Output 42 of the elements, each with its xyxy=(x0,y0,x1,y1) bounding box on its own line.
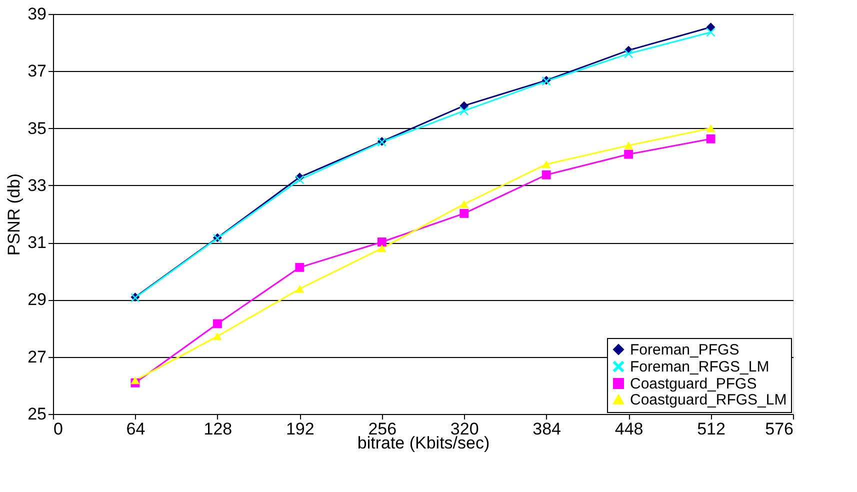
x-tick-label: 0 xyxy=(54,420,63,438)
x-tick-label: 384 xyxy=(532,420,562,438)
point xyxy=(295,284,304,293)
point xyxy=(624,150,634,159)
point xyxy=(542,160,551,168)
y-tick-label: 29 xyxy=(28,290,46,310)
x-tick-label: 128 xyxy=(204,420,232,438)
x-tick-label: 192 xyxy=(286,420,314,438)
legend-label: Foreman_RFGS_LM xyxy=(630,358,770,376)
y-tick-label: 27 xyxy=(28,347,46,366)
point xyxy=(706,22,716,32)
point xyxy=(212,332,222,340)
point xyxy=(706,124,716,132)
point xyxy=(295,262,304,272)
point xyxy=(460,200,469,208)
y-tick-label: 39 xyxy=(28,4,46,24)
x-tick-label: 64 xyxy=(126,420,146,438)
point xyxy=(130,376,140,384)
point xyxy=(460,106,469,116)
point xyxy=(542,170,551,180)
x-axis-title: bitrate (Kbits/sec) xyxy=(357,434,490,452)
legend-label: Coastguard_RFGS_LM xyxy=(630,392,787,408)
y-tick-label: 35 xyxy=(28,118,46,138)
x-tick-label: 576 xyxy=(765,420,794,438)
point xyxy=(624,142,634,150)
legend-label: Coastguard_PFGS xyxy=(630,376,757,392)
legend-label: Foreman_PFGS xyxy=(630,342,740,358)
y-tick-label: 37 xyxy=(28,62,46,81)
y-axis-title: PSNR (db) xyxy=(4,173,24,256)
point xyxy=(295,175,304,184)
point xyxy=(212,319,222,328)
y-tick-label: 33 xyxy=(28,176,46,195)
point xyxy=(377,238,386,246)
point xyxy=(377,244,386,252)
x-tick-label: 512 xyxy=(697,420,726,438)
point xyxy=(706,134,716,144)
y-tick-label: 31 xyxy=(28,233,46,252)
x-tick-label: 448 xyxy=(614,420,644,438)
point xyxy=(460,101,469,110)
y-tick-label: 25 xyxy=(28,404,46,424)
point xyxy=(624,49,634,58)
point xyxy=(460,208,469,218)
